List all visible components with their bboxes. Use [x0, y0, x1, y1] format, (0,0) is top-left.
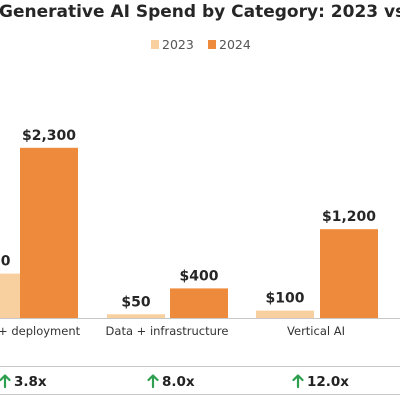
category-label-1: Data + infrastructure [106, 324, 229, 338]
value-label-2024-2: $1,200 [322, 209, 376, 225]
growth-arrow-icon-2 [292, 374, 304, 389]
chart-title: Generative AI Spend by Category: 2023 vs… [0, 2, 400, 22]
legend-swatch-2023 [151, 40, 159, 49]
growth-arrow-icon-0 [0, 374, 11, 389]
bar-2024-0 [20, 147, 78, 318]
value-label-2024-1: $400 [180, 268, 219, 284]
growth-row: 3.8x 8.0x 12.0x [0, 374, 349, 390]
growth-label-0: 3.8x [14, 374, 47, 390]
growth-label-2: 12.0x [307, 374, 349, 390]
category-label-0: Model + deployment [0, 324, 81, 338]
bar-2023-2 [256, 310, 314, 318]
growth-arrow-icon-1 [147, 374, 159, 389]
bars-group [0, 147, 378, 318]
category-label-2: Vertical AI [287, 324, 345, 338]
growth-label-1: 8.0x [162, 374, 195, 390]
value-labels-group: $600 $50 $100 $2,300 $400 $1,200 [0, 128, 376, 310]
category-labels-group: Model + deployment Data + infrastructure V… [0, 324, 345, 338]
legend-swatch-2024 [208, 40, 216, 49]
legend-label-2024: 2024 [219, 37, 251, 52]
value-label-2023-1: $50 [121, 294, 150, 310]
legend-label-2023: 2023 [162, 37, 194, 52]
bar-2024-2 [320, 229, 378, 318]
value-label-2024-0: $2,300 [22, 128, 76, 144]
value-label-2023-2: $100 [266, 291, 305, 307]
legend: 2023 2024 [151, 37, 251, 52]
value-label-2023-0: $600 [0, 254, 11, 270]
bar-2023-1 [107, 314, 165, 318]
bar-2024-1 [170, 288, 228, 318]
bar-2023-0 [0, 273, 20, 318]
